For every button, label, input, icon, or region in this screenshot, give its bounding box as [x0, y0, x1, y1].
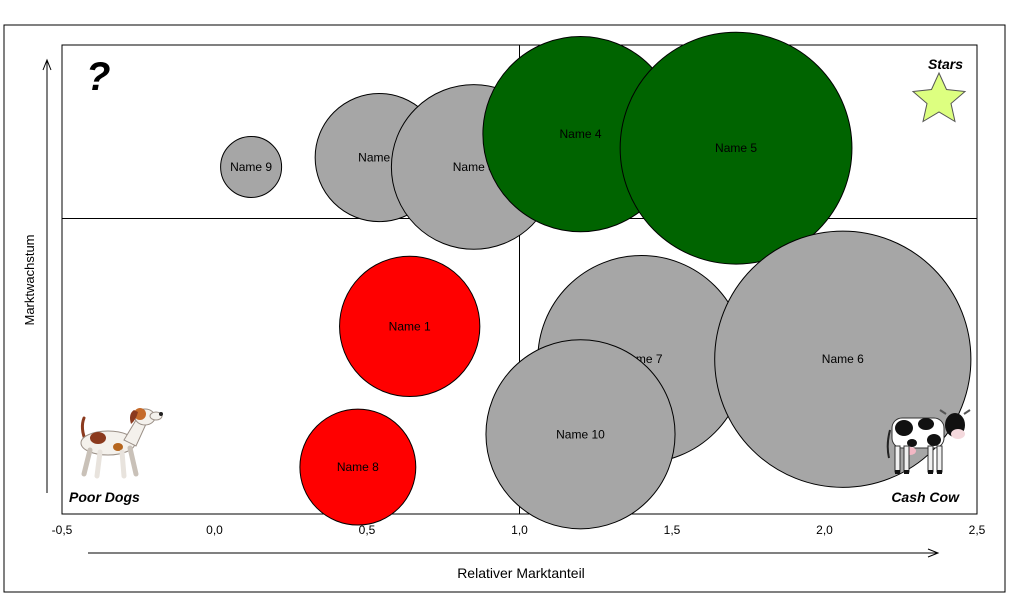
y-axis-label: Marktwachstum — [22, 234, 37, 325]
bubble-name-1 — [339, 255, 481, 398]
bubble-name-8 — [299, 408, 417, 526]
bubble-name-5 — [619, 31, 853, 265]
bubble-label: Name 1 — [389, 319, 431, 333]
x-axis-label: Relativer Marktanteil — [457, 565, 585, 581]
dog-icon — [80, 408, 163, 479]
x-axis-arrow — [88, 548, 940, 558]
bubble-label: Name 5 — [715, 141, 757, 155]
bubble-label: Name 8 — [337, 460, 379, 474]
stars-label: Stars — [928, 56, 963, 72]
poor-dogs-label: Poor Dogs — [69, 489, 140, 505]
bubble-label: Name 6 — [822, 352, 864, 366]
x-tick-label: 2,5 — [969, 523, 986, 537]
bubble-name-9 — [220, 135, 283, 198]
x-tick-labels: -0,5 0,0 0,5 1,0 1,5 2,0 2,5 — [52, 523, 986, 537]
bubble-label: Name 2 — [358, 151, 400, 165]
cow-icon — [886, 409, 971, 474]
bubble-label: Name 10 — [556, 427, 605, 441]
x-tick-label: 1,0 — [511, 523, 528, 537]
cash-cow-label: Cash Cow — [891, 489, 960, 505]
bubble-label: Name 4 — [559, 127, 601, 141]
x-tick-label: -0,5 — [52, 523, 73, 537]
x-tick-label: 2,0 — [816, 523, 833, 537]
bubble-label: Name 9 — [230, 160, 272, 174]
x-tick-label: 1,5 — [664, 523, 681, 537]
bubble-label: Name 3 — [453, 160, 495, 174]
bubble-name-10 — [485, 339, 676, 530]
question-mark-label: ? — [86, 55, 110, 99]
y-axis-arrow — [42, 58, 52, 493]
star-icon — [911, 71, 967, 123]
x-tick-label: 0,5 — [359, 523, 376, 537]
x-tick-label: 0,0 — [206, 523, 223, 537]
